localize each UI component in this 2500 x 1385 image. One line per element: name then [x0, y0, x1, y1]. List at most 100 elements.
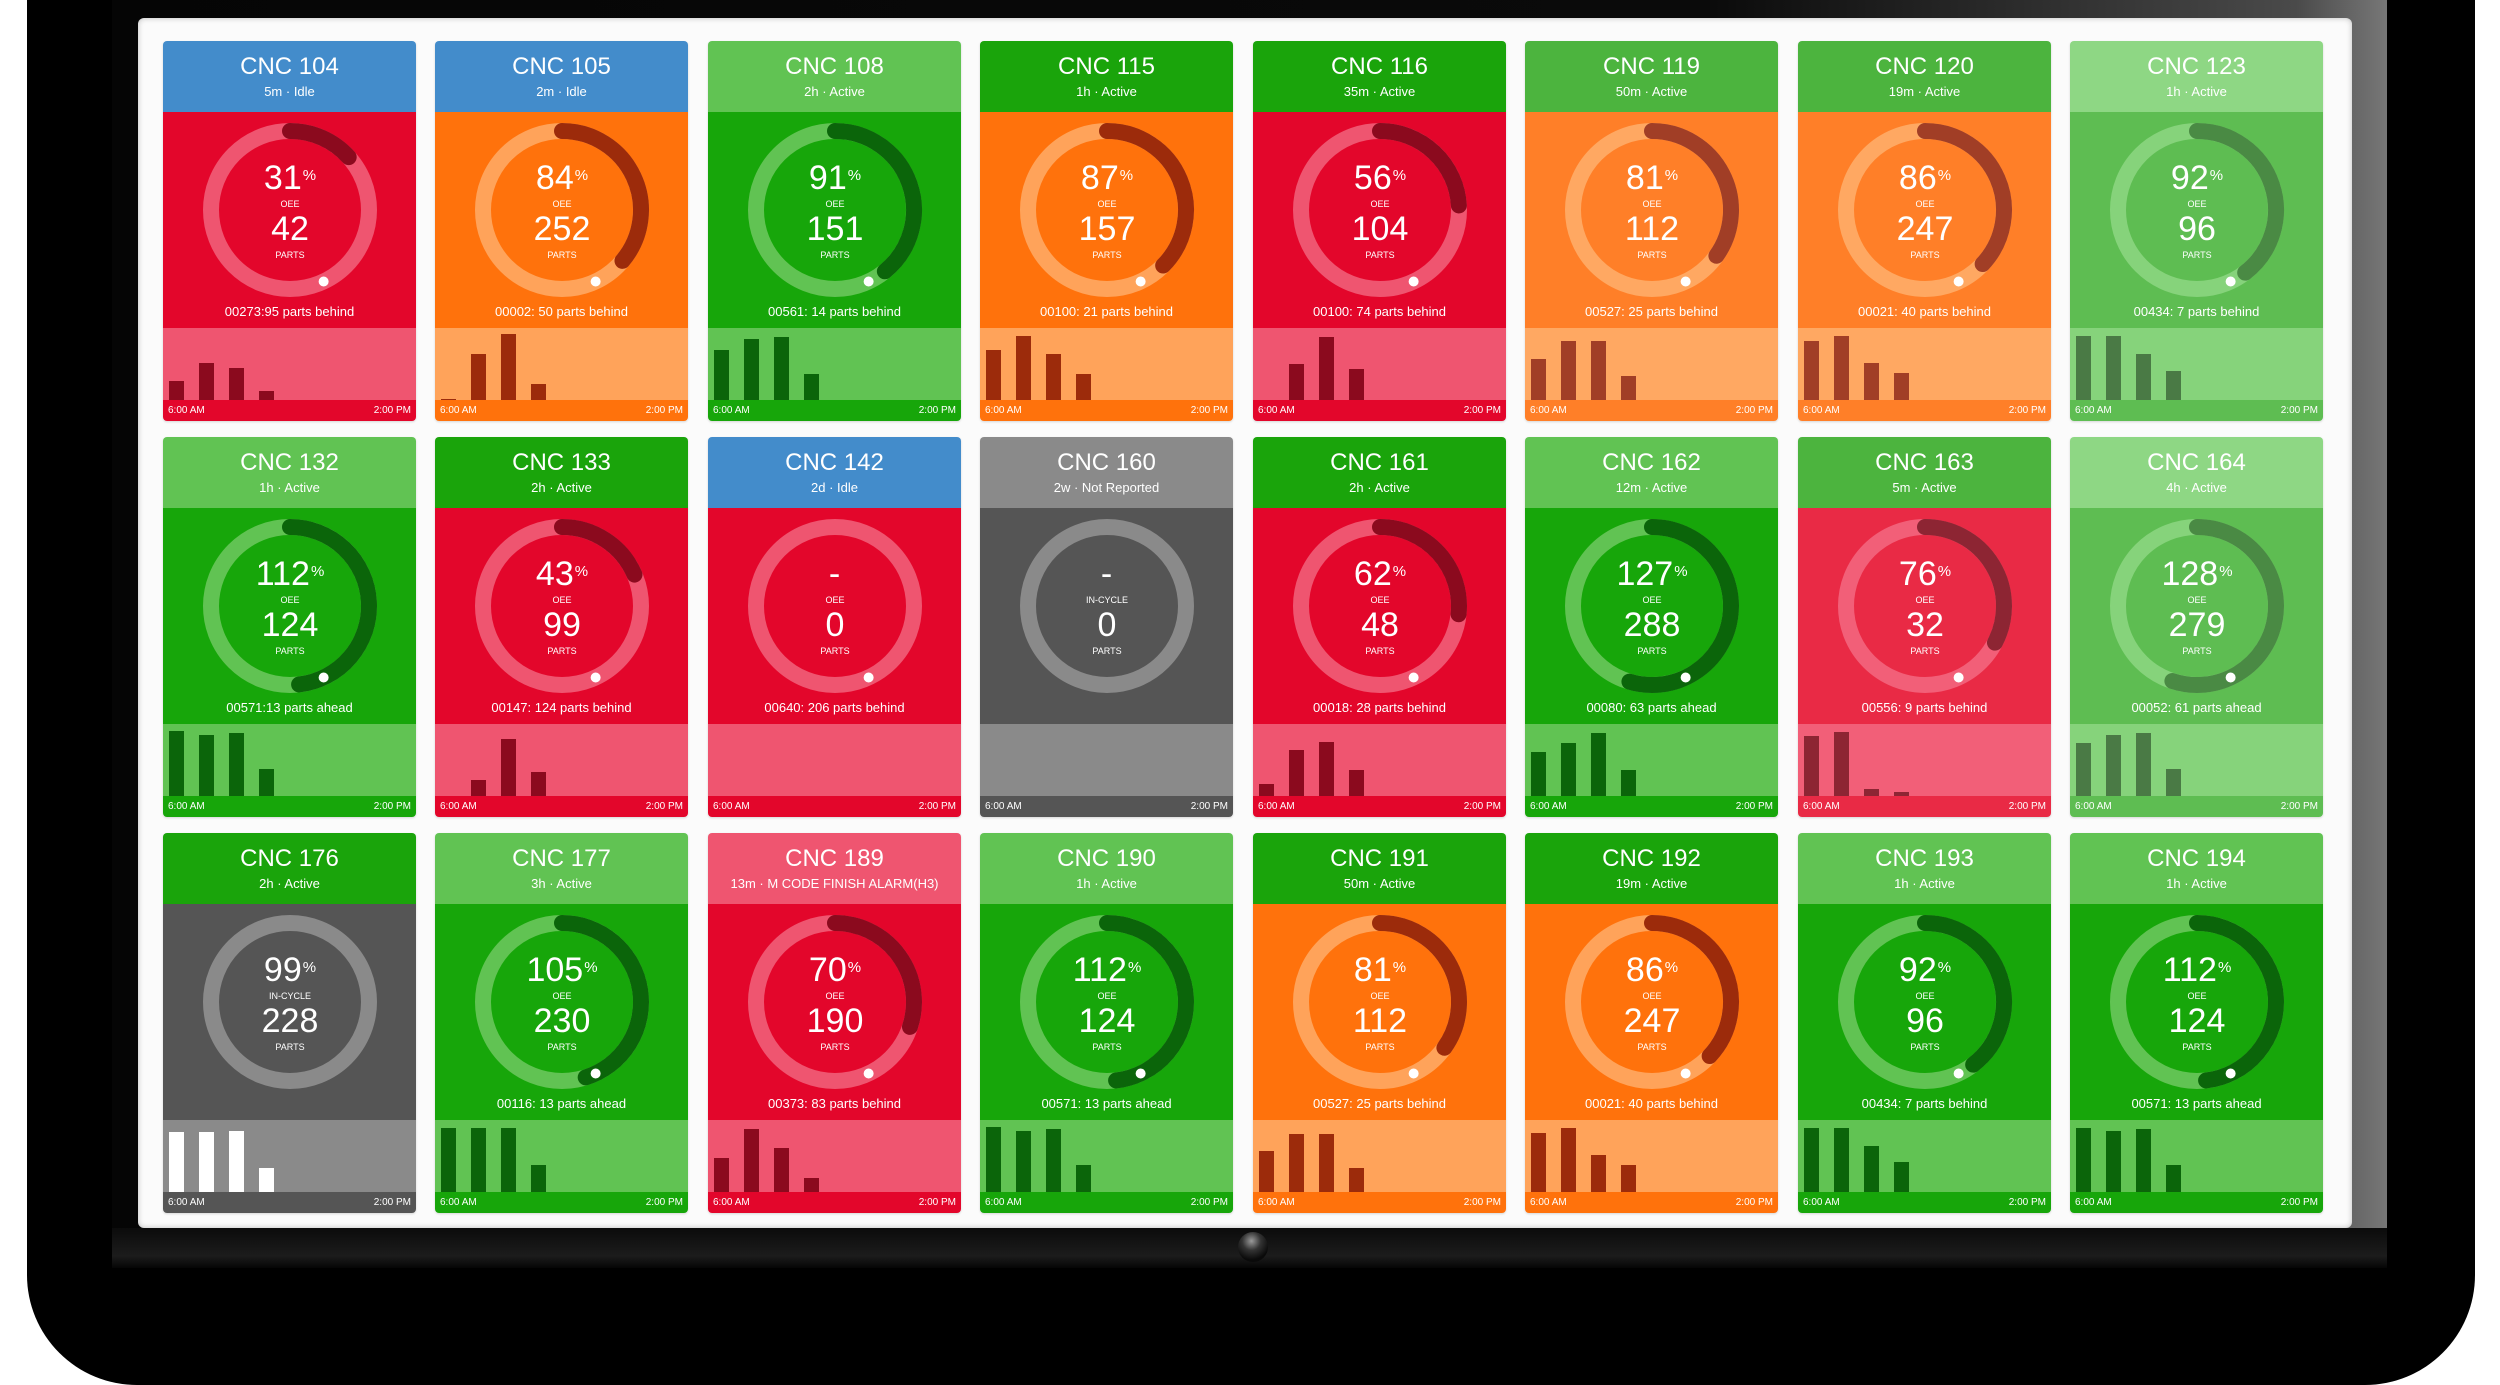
job-progress-note: 00273:95 parts behind — [224, 304, 355, 319]
axis-start-label: 6:00 AM — [713, 1197, 750, 1208]
machine-card-cnc-105[interactable]: CNC 105 2m · Idle 84% OEE 252 PARTS 0000… — [435, 41, 688, 421]
hourly-bar — [2136, 733, 2151, 796]
machine-card-cnc-194[interactable]: CNC 194 1h · Active 112% OEE 124 PARTS 0… — [2070, 833, 2323, 1213]
axis-end-label: 2:00 PM — [1735, 1197, 1773, 1208]
oee-label: OEE — [2187, 595, 2207, 605]
machine-card-cnc-161[interactable]: CNC 161 2h · Active 62% OEE 48 PARTS 000… — [1253, 437, 1506, 817]
hourly-bar — [1046, 354, 1061, 400]
gauge-ring-icon — [1565, 123, 1739, 297]
hourly-parts-chart — [708, 724, 961, 796]
parts-count: 279 — [2168, 606, 2226, 644]
card-body: 86% OEE 247 PARTS 00021: 40 parts behind — [1525, 904, 1778, 1120]
hourly-bar — [2166, 1165, 2181, 1192]
machine-status: 1h · Active — [2166, 876, 2227, 891]
machine-card-cnc-133[interactable]: CNC 133 2h · Active 43% OEE 99 PARTS 001… — [435, 437, 688, 817]
machine-card-cnc-104[interactable]: CNC 104 5m · Idle 31% OEE 42 PARTS 00273… — [163, 41, 416, 421]
oee-value: 91% — [808, 159, 862, 197]
oee-gauge: 31% OEE 42 PARTS — [202, 122, 378, 298]
hourly-bar — [744, 1129, 759, 1192]
hourly-bar — [1076, 374, 1091, 400]
axis-start-label: 6:00 AM — [1803, 405, 1840, 416]
card-body: 84% OEE 252 PARTS 00002: 50 parts behind — [435, 112, 688, 328]
machine-card-cnc-162[interactable]: CNC 162 12m · Active 127% OEE 288 PARTS … — [1525, 437, 1778, 817]
hourly-bar — [1894, 792, 1909, 796]
machine-card-cnc-132[interactable]: CNC 132 1h · Active 112% OEE 124 PARTS 0… — [163, 437, 416, 817]
machine-card-cnc-116[interactable]: CNC 116 35m · Active 56% OEE 104 PARTS 0… — [1253, 41, 1506, 421]
oee-label: OEE — [280, 199, 300, 209]
hourly-parts-chart — [163, 724, 416, 796]
machine-card-cnc-163[interactable]: CNC 163 5m · Active 76% OEE 32 PARTS 005… — [1798, 437, 2051, 817]
oee-value: 31% — [263, 159, 317, 197]
hourly-bar — [1621, 1165, 1636, 1192]
machine-card-cnc-189[interactable]: CNC 189 13m · M CODE FINISH ALARM(H3) 70… — [708, 833, 961, 1213]
parts-label: PARTS — [1637, 646, 1667, 656]
machine-card-cnc-123[interactable]: CNC 123 1h · Active 92% OEE 96 PARTS 004… — [2070, 41, 2323, 421]
hourly-bar — [1319, 337, 1334, 400]
card-header: CNC 119 50m · Active — [1525, 41, 1778, 112]
card-body: 112% OEE 124 PARTS 00571:13 parts ahead — [163, 508, 416, 724]
oee-value: 76% — [1898, 555, 1952, 593]
chart-axis: 6:00 AM 2:00 PM — [1253, 1192, 1506, 1213]
machine-card-cnc-164[interactable]: CNC 164 4h · Active 128% OEE 279 PARTS 0… — [2070, 437, 2323, 817]
hourly-bar — [471, 780, 486, 796]
axis-end-label: 2:00 PM — [645, 801, 683, 812]
gauge-ring-icon — [475, 915, 649, 1089]
gauge-ring-icon — [203, 915, 377, 1089]
hourly-bar — [199, 363, 214, 400]
oee-gauge: 81% OEE 112 PARTS — [1564, 122, 1740, 298]
card-header: CNC 133 2h · Active — [435, 437, 688, 508]
machine-status: 1h · Active — [1076, 84, 1137, 99]
machine-card-cnc-108[interactable]: CNC 108 2h · Active 91% OEE 151 PARTS 00… — [708, 41, 961, 421]
job-progress-note: 00002: 50 parts behind — [495, 304, 628, 319]
hourly-bar — [1804, 1128, 1819, 1192]
axis-end-label: 2:00 PM — [2280, 1197, 2318, 1208]
machine-card-cnc-177[interactable]: CNC 177 3h · Active 105% OEE 230 PARTS 0… — [435, 833, 688, 1213]
axis-end-label: 2:00 PM — [1190, 1197, 1228, 1208]
machine-card-cnc-191[interactable]: CNC 191 50m · Active 81% OEE 112 PARTS 0… — [1253, 833, 1506, 1213]
oee-gauge: 84% OEE 252 PARTS — [474, 122, 650, 298]
job-progress-note: 00373: 83 parts behind — [768, 1096, 901, 1111]
machine-card-cnc-142[interactable]: CNC 142 2d · Idle - OEE 0 PARTS 00640: 2… — [708, 437, 961, 817]
machine-card-cnc-160[interactable]: CNC 160 2w · Not Reported - IN-CYCLE 0 P… — [980, 437, 1233, 817]
machine-card-cnc-193[interactable]: CNC 193 1h · Active 92% OEE 96 PARTS 004… — [1798, 833, 2051, 1213]
gauge-ring-icon — [748, 123, 922, 297]
oee-value: 112% — [1072, 951, 1142, 989]
machine-card-cnc-115[interactable]: CNC 115 1h · Active 87% OEE 157 PARTS 00… — [980, 41, 1233, 421]
hourly-bar — [714, 1158, 729, 1192]
chart-axis: 6:00 AM 2:00 PM — [708, 1192, 961, 1213]
hourly-parts-chart — [435, 1120, 688, 1192]
card-header: CNC 162 12m · Active — [1525, 437, 1778, 508]
job-progress-note: 00434: 7 parts behind — [1861, 1096, 1988, 1111]
hourly-bar — [531, 772, 546, 796]
oee-gauge: 112% OEE 124 PARTS — [1019, 914, 1195, 1090]
oee-gauge: 76% OEE 32 PARTS — [1837, 518, 2013, 694]
hourly-parts-chart — [2070, 1120, 2323, 1192]
hourly-parts-chart — [1798, 724, 2051, 796]
machine-card-cnc-176[interactable]: CNC 176 2h · Active 99% IN-CYCLE 228 PAR… — [163, 833, 416, 1213]
job-progress-note: 00100: 21 parts behind — [1040, 304, 1173, 319]
card-body: 86% OEE 247 PARTS 00021: 40 parts behind — [1798, 112, 2051, 328]
oee-label: OEE — [2187, 199, 2207, 209]
machine-name: CNC 116 — [1331, 53, 1428, 80]
oee-gauge: 127% OEE 288 PARTS — [1564, 518, 1740, 694]
oee-label: OEE — [825, 991, 845, 1001]
machine-card-cnc-119[interactable]: CNC 119 50m · Active 81% OEE 112 PARTS 0… — [1525, 41, 1778, 421]
machine-card-cnc-120[interactable]: CNC 120 19m · Active 86% OEE 247 PARTS 0… — [1798, 41, 2051, 421]
machine-name: CNC 163 — [1875, 449, 1974, 476]
hourly-bar — [1621, 770, 1636, 796]
card-body: 31% OEE 42 PARTS 00273:95 parts behind — [163, 112, 416, 328]
machine-card-cnc-190[interactable]: CNC 190 1h · Active 112% OEE 124 PARTS 0… — [980, 833, 1233, 1213]
oee-value: 92% — [1898, 951, 1952, 989]
hourly-bar — [501, 1128, 516, 1192]
machine-card-cnc-192[interactable]: CNC 192 19m · Active 86% OEE 247 PARTS 0… — [1525, 833, 1778, 1213]
axis-start-label: 6:00 AM — [713, 801, 750, 812]
hourly-bar — [2166, 371, 2181, 400]
oee-value: 105% — [526, 951, 598, 989]
card-header: CNC 120 19m · Active — [1798, 41, 2051, 112]
axis-start-label: 6:00 AM — [440, 1197, 477, 1208]
parts-label: PARTS — [1910, 646, 1940, 656]
dashboard-screen: CNC 104 5m · Idle 31% OEE 42 PARTS 00273… — [138, 18, 2352, 1228]
chart-axis: 6:00 AM 2:00 PM — [163, 400, 416, 421]
hourly-bar — [1561, 743, 1576, 796]
chart-axis: 6:00 AM 2:00 PM — [1253, 796, 1506, 817]
